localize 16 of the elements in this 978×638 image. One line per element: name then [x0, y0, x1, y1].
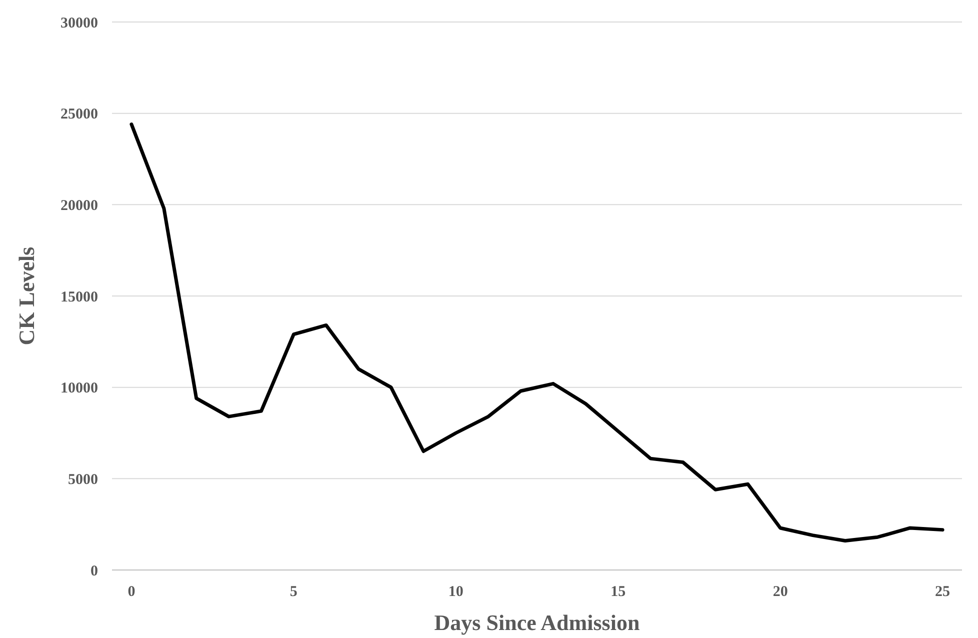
- x-tick-label: 10: [448, 584, 464, 600]
- y-tick-label: 15000: [60, 289, 98, 306]
- x-tick-label: 5: [290, 584, 298, 600]
- y-tick-label: 5000: [68, 472, 98, 488]
- y-tick-label: 10000: [60, 380, 98, 397]
- y-tick-label: 20000: [60, 198, 98, 214]
- y-tick-label: 30000: [60, 15, 98, 32]
- y-tick-label: 25000: [60, 106, 98, 123]
- x-axis-title: Days Since Admission: [434, 610, 640, 635]
- x-tick-label: 0: [128, 584, 136, 600]
- y-axis-title: CK Levels: [14, 246, 39, 346]
- x-tick-label: 20: [772, 584, 788, 600]
- y-tick-label: 0: [90, 563, 98, 580]
- x-tick-label: 15: [610, 584, 626, 600]
- x-tick-label: 25: [935, 584, 950, 600]
- line-series: [130, 122, 944, 543]
